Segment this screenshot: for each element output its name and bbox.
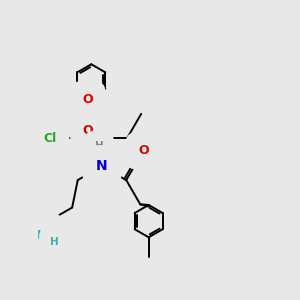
Text: H: H	[44, 224, 52, 233]
Text: H: H	[50, 236, 58, 247]
Text: N: N	[96, 159, 108, 173]
Text: O: O	[83, 124, 93, 136]
Text: Cl: Cl	[44, 132, 57, 145]
Text: H: H	[94, 141, 103, 151]
Text: O: O	[138, 144, 148, 157]
Text: N: N	[37, 229, 47, 242]
Text: O: O	[83, 93, 93, 106]
